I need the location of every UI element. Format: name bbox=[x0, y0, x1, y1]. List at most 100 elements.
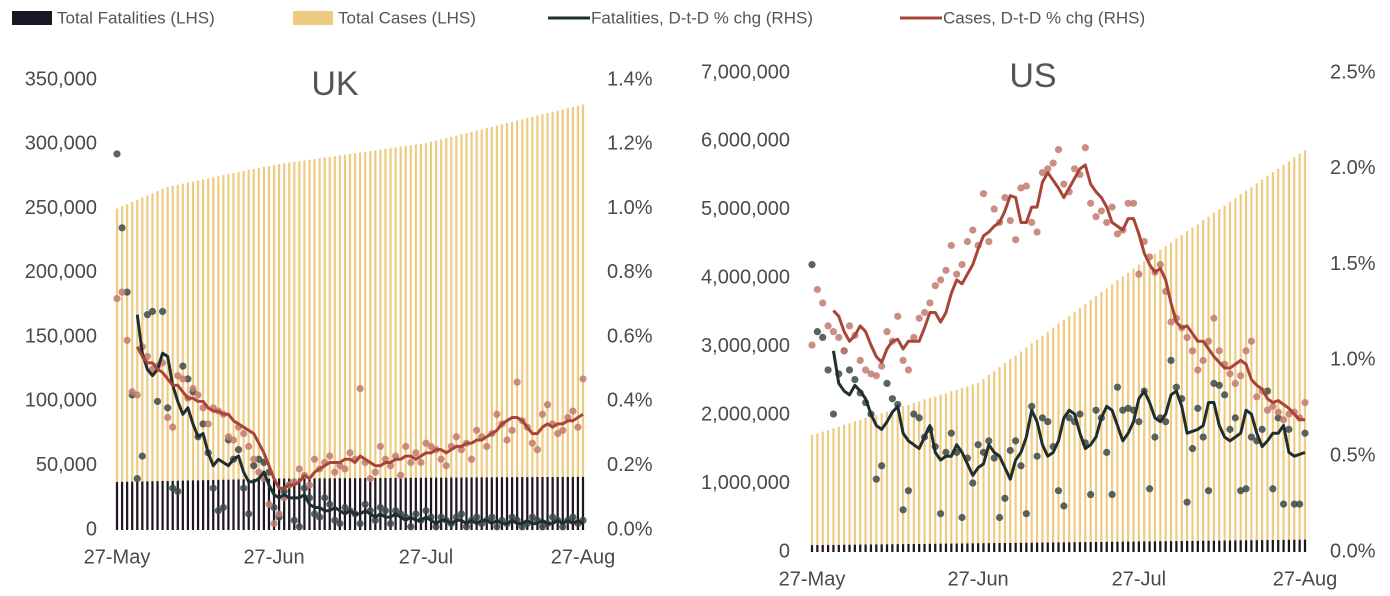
bar bbox=[880, 544, 883, 552]
dot bbox=[1124, 199, 1132, 207]
bar bbox=[202, 179, 205, 530]
bar bbox=[944, 543, 948, 552]
dot bbox=[295, 523, 303, 531]
dot bbox=[310, 455, 319, 463]
y2-tick-label: 0.4% bbox=[607, 390, 653, 412]
bar bbox=[566, 476, 569, 530]
dot bbox=[457, 510, 466, 518]
bar bbox=[298, 478, 301, 530]
dot bbox=[1301, 398, 1309, 407]
bar bbox=[207, 480, 210, 530]
dot bbox=[824, 322, 832, 330]
dot bbox=[452, 433, 460, 441]
dot bbox=[1285, 425, 1293, 433]
bar bbox=[1271, 172, 1274, 552]
bar bbox=[934, 543, 937, 552]
bar bbox=[875, 544, 878, 552]
bar bbox=[1127, 541, 1130, 552]
bar bbox=[176, 184, 179, 530]
bar bbox=[1127, 272, 1130, 552]
bar bbox=[212, 479, 215, 530]
dot bbox=[1204, 487, 1213, 495]
bar bbox=[465, 477, 468, 530]
bar bbox=[901, 544, 905, 552]
bar bbox=[987, 374, 990, 552]
bar bbox=[196, 480, 200, 530]
dot bbox=[969, 479, 977, 487]
dot bbox=[829, 328, 838, 336]
dot bbox=[883, 328, 891, 336]
dot bbox=[1199, 433, 1207, 441]
bar bbox=[1062, 320, 1065, 552]
y2-tick-label: 1.4% bbox=[607, 68, 653, 90]
bar bbox=[987, 543, 990, 552]
bar bbox=[217, 176, 220, 531]
dot bbox=[513, 378, 521, 386]
dot bbox=[1172, 383, 1180, 391]
bar bbox=[353, 478, 357, 530]
dot bbox=[1135, 270, 1143, 278]
bar bbox=[394, 477, 397, 530]
y-tick-label: 2,000,000 bbox=[701, 403, 790, 425]
bar bbox=[490, 126, 493, 531]
y2-tick-label: 2.5% bbox=[1330, 61, 1376, 83]
bar bbox=[1255, 183, 1258, 553]
bar bbox=[394, 147, 397, 530]
dot bbox=[158, 307, 167, 316]
dot bbox=[1038, 414, 1047, 422]
dot bbox=[473, 513, 481, 521]
bar bbox=[891, 409, 894, 552]
bar bbox=[1266, 175, 1269, 552]
bar bbox=[1202, 220, 1205, 552]
dot bbox=[336, 519, 344, 528]
bar bbox=[257, 479, 260, 530]
legend-label: Cases, D-t-D % chg (RHS) bbox=[943, 8, 1145, 27]
chart-title: US bbox=[1009, 57, 1056, 95]
bar bbox=[1094, 542, 1098, 552]
bar bbox=[450, 477, 453, 530]
y2-tick-label: 1.0% bbox=[607, 197, 653, 219]
bar bbox=[485, 477, 488, 530]
dot bbox=[473, 426, 481, 434]
bar bbox=[186, 480, 190, 530]
bar bbox=[303, 160, 306, 530]
bar bbox=[551, 477, 554, 530]
dot bbox=[1167, 356, 1175, 364]
bar bbox=[384, 477, 387, 530]
bar bbox=[191, 181, 195, 531]
bar bbox=[1218, 209, 1221, 552]
dot bbox=[1226, 370, 1234, 378]
dot bbox=[1044, 418, 1052, 426]
dot bbox=[250, 462, 258, 470]
bar bbox=[843, 544, 846, 552]
bar bbox=[971, 384, 974, 552]
bar bbox=[277, 478, 281, 530]
bar bbox=[1089, 542, 1092, 552]
bar bbox=[1180, 541, 1183, 552]
bar bbox=[435, 140, 438, 531]
bar bbox=[1062, 542, 1065, 552]
bar bbox=[115, 482, 119, 530]
dot bbox=[1301, 429, 1309, 437]
bar bbox=[896, 544, 899, 552]
dot bbox=[579, 375, 587, 383]
dot bbox=[1215, 347, 1223, 355]
bar bbox=[1271, 540, 1274, 552]
dot bbox=[412, 510, 420, 518]
dot bbox=[1151, 433, 1159, 441]
bar bbox=[217, 479, 220, 530]
dot bbox=[442, 462, 450, 470]
legend-swatch bbox=[293, 11, 333, 25]
dot bbox=[569, 513, 577, 521]
dot bbox=[250, 455, 258, 463]
bar bbox=[1046, 331, 1049, 552]
bar bbox=[404, 477, 407, 530]
dot bbox=[1183, 333, 1191, 342]
dot bbox=[1253, 393, 1261, 401]
dot bbox=[1092, 213, 1100, 221]
dot bbox=[1113, 383, 1122, 391]
bar bbox=[875, 415, 878, 552]
dot bbox=[1279, 500, 1288, 508]
bar bbox=[323, 478, 326, 530]
bar bbox=[516, 120, 519, 530]
